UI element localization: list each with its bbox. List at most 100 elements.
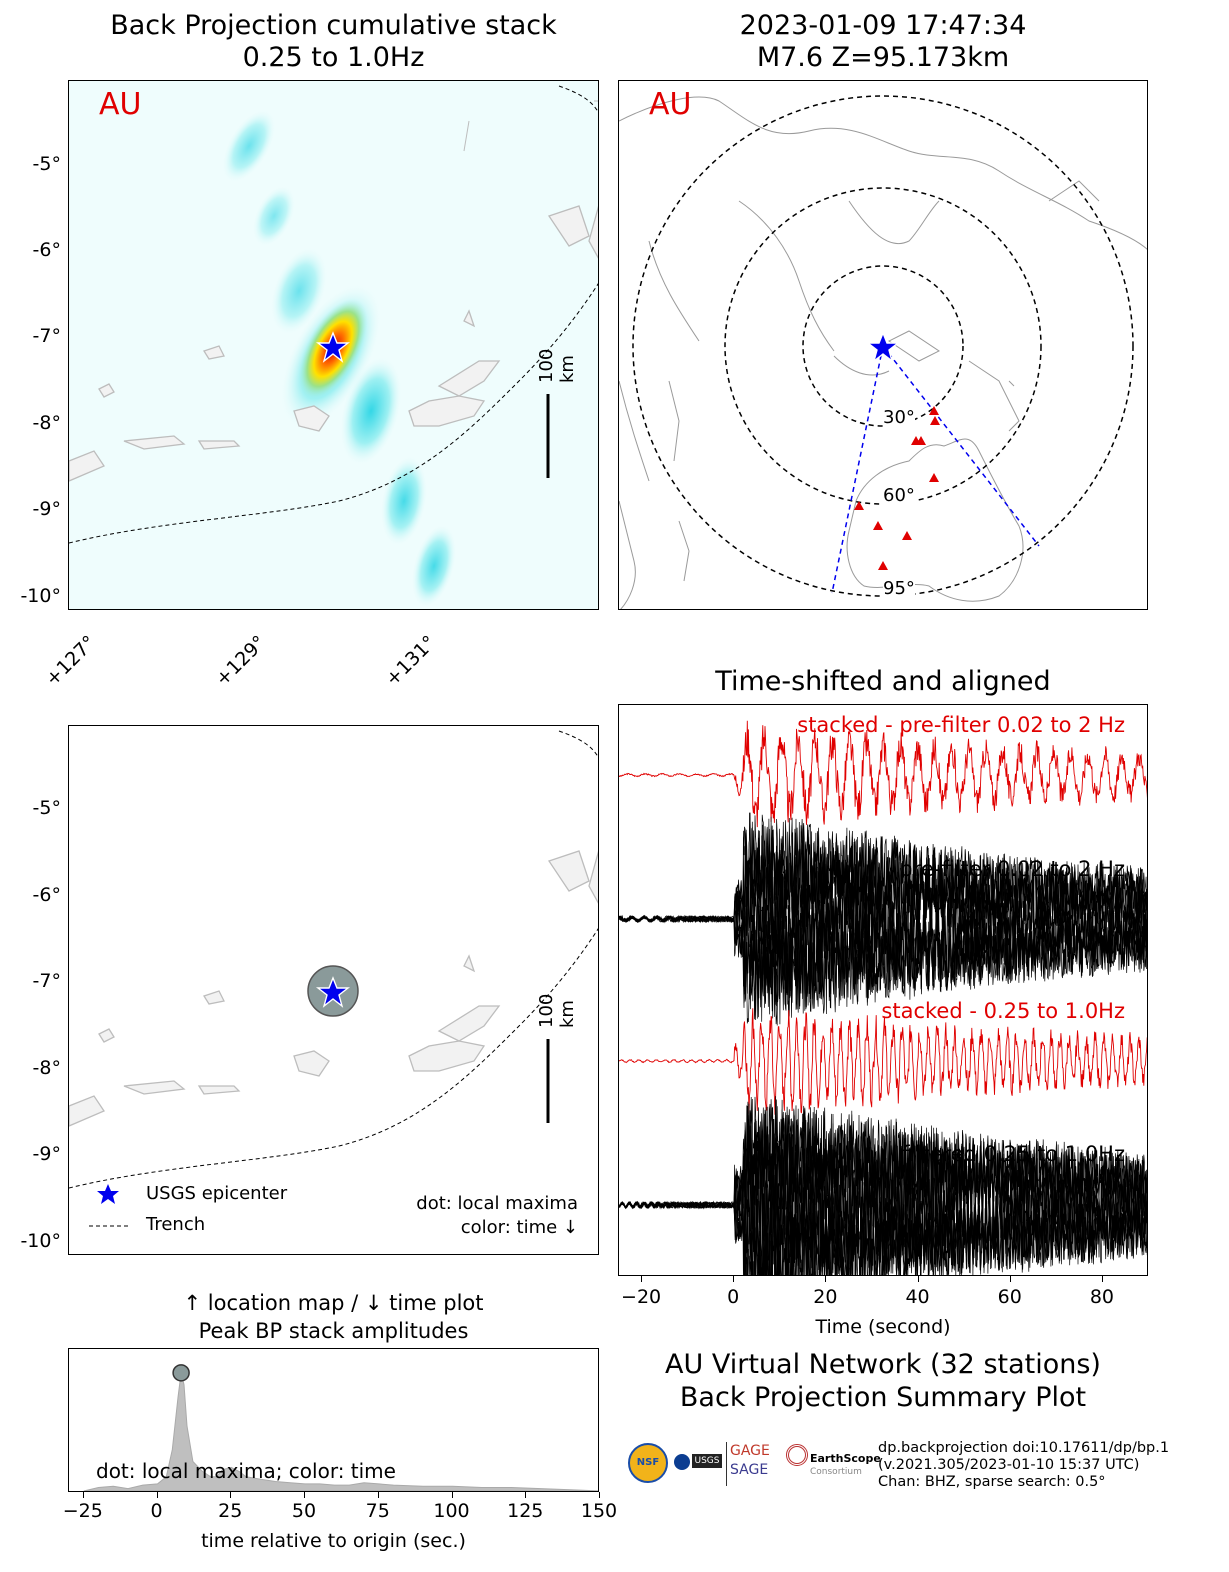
usgs-logo: USGS xyxy=(692,1454,722,1468)
coastline xyxy=(648,240,700,342)
island xyxy=(437,1005,501,1042)
epicenter-star xyxy=(315,331,351,363)
island xyxy=(293,405,330,432)
x-tick-mark xyxy=(525,1492,527,1498)
island xyxy=(437,360,501,397)
scale-label: 100 km xyxy=(536,348,578,383)
blob xyxy=(270,247,328,335)
x-tick-mark xyxy=(451,1492,453,1498)
distance-ring-60 xyxy=(724,187,1042,505)
island xyxy=(98,383,115,398)
lat-tick: -8° xyxy=(32,412,61,434)
gage-logo: GAGE xyxy=(730,1443,770,1459)
coastline xyxy=(848,200,940,245)
blob xyxy=(222,109,276,183)
island xyxy=(547,850,590,892)
x-tick-label: −25 xyxy=(62,1500,103,1522)
x-tick-mark xyxy=(917,1276,919,1282)
network-label: AU xyxy=(99,87,142,122)
lat-tick: -6° xyxy=(32,884,61,906)
distance-ring-95 xyxy=(632,95,1134,597)
x-tick-mark xyxy=(641,1276,643,1282)
coastline xyxy=(888,330,940,362)
station-marker xyxy=(873,521,883,530)
legend-epicenter: USGS epicenter xyxy=(146,1183,288,1204)
lat-tick: -10° xyxy=(20,585,61,607)
station-marker xyxy=(930,416,940,425)
x-tick-label: 125 xyxy=(507,1500,544,1522)
distance-ring-30 xyxy=(802,265,964,427)
island xyxy=(197,1085,241,1095)
coastline xyxy=(668,380,680,462)
trace-label-1: stacked - pre-filter 0.02 to 2 Hz xyxy=(797,713,1125,737)
x-tick-mark xyxy=(304,1492,305,1498)
legend-trench: Trench xyxy=(146,1214,206,1235)
coastline xyxy=(833,355,890,376)
peak-panel: dot: local maxima; color: time xyxy=(68,1348,599,1492)
epicenter-star xyxy=(865,331,901,363)
coastline xyxy=(1008,380,1015,387)
island xyxy=(408,395,486,427)
lat-tick: -5° xyxy=(32,153,61,175)
lat-tick: -8° xyxy=(32,1057,61,1079)
island xyxy=(293,1050,330,1077)
earthscope-logo-2: Consortium xyxy=(810,1467,862,1477)
island xyxy=(588,850,598,904)
trench-line xyxy=(69,928,598,1189)
station-marker xyxy=(929,473,939,482)
x-tick-mark xyxy=(377,1492,379,1498)
sage-logo: SAGE xyxy=(730,1462,769,1478)
station-marker xyxy=(902,531,912,540)
station-marker xyxy=(854,501,864,510)
trench-line xyxy=(558,85,598,114)
station-marker xyxy=(929,406,939,415)
station-marker xyxy=(878,561,888,570)
x-tick-label: 50 xyxy=(291,1500,317,1522)
trench-line xyxy=(69,283,598,544)
lat-tick: -10° xyxy=(20,1230,61,1252)
global-map-panel: AU 30° 60° 95° xyxy=(618,80,1148,610)
ring-label: 95° xyxy=(883,578,915,599)
location-map-svg xyxy=(69,726,598,1254)
peak-dot xyxy=(172,1364,190,1382)
coastline xyxy=(619,500,636,609)
australia-coast xyxy=(846,438,1024,602)
island xyxy=(547,205,590,247)
summary-title: AU Virtual Network (32 stations) Back Pr… xyxy=(665,1349,1101,1413)
island xyxy=(123,1080,186,1095)
x-tick-mark xyxy=(156,1492,158,1498)
earthscope-logo: EarthScope xyxy=(810,1452,881,1465)
azimuth-line xyxy=(831,345,884,594)
seismogram-trace xyxy=(619,1008,1147,1115)
island xyxy=(588,205,598,259)
seismogram-trace xyxy=(619,818,1147,1011)
peak-note: dot: local maxima; color: time xyxy=(96,1459,396,1483)
coastline xyxy=(738,200,835,352)
x-tick-label: −20 xyxy=(621,1286,662,1308)
trace-label-3: stacked - 0.25 to 1.0Hz xyxy=(881,999,1125,1023)
ring-label: 60° xyxy=(883,485,915,506)
event-title: 2023-01-09 17:47:34 M7.6 Z=95.173km xyxy=(739,10,1027,73)
seismogram-trace xyxy=(619,1096,1147,1275)
nsf-logo: NSF xyxy=(628,1443,668,1483)
nasa-logo-icon xyxy=(674,1454,690,1470)
x-tick-mark xyxy=(733,1276,735,1282)
seismogram-trace xyxy=(619,720,1147,828)
x-tick-label: 0 xyxy=(727,1286,740,1308)
x-tick-mark xyxy=(825,1276,827,1282)
x-tick-label: 0 xyxy=(150,1500,163,1522)
coastline xyxy=(619,96,1147,250)
bp-heatmap-panel: AU 100 km xyxy=(68,80,599,610)
location-note-1: dot: local maxima xyxy=(416,1193,578,1214)
peak-xlabel: time relative to origin (sec.) xyxy=(201,1530,466,1552)
lon-tick: +129° xyxy=(211,631,271,691)
peak-svg xyxy=(83,1364,598,1491)
traces-title: Time-shifted and aligned xyxy=(715,666,1051,697)
x-tick-label: 100 xyxy=(433,1500,470,1522)
x-tick-label: 25 xyxy=(218,1500,243,1522)
seismogram-trace xyxy=(619,828,1147,1026)
blob xyxy=(380,456,428,546)
island xyxy=(408,1040,486,1072)
x-tick-label: 20 xyxy=(813,1286,838,1308)
network-label: AU xyxy=(649,87,692,122)
